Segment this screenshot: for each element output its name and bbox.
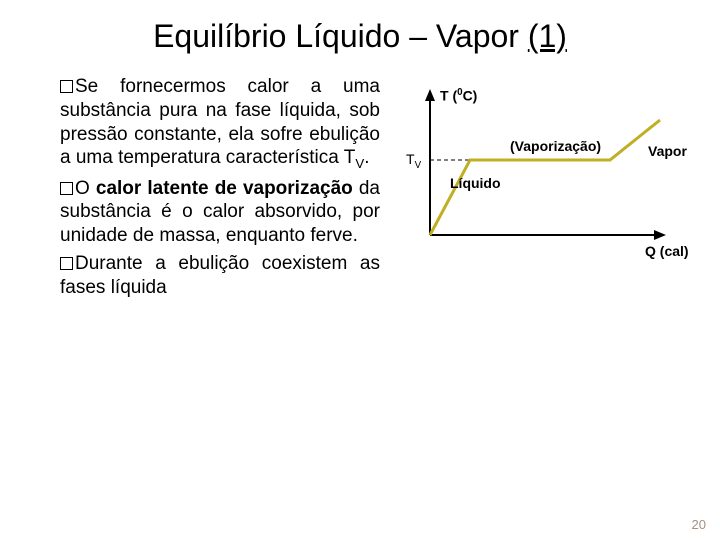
tv-sub: V [415,160,422,171]
slide-title: Equilíbrio Líquido – Vapor (1) [0,0,720,55]
x-axis-label: Q (cal) [645,243,689,259]
vaporization-region-label: (Vaporização) [510,138,601,154]
liquid-region-label: Líquido [450,175,501,191]
y-axis-arrow-icon [425,89,435,101]
p1-sub: V [355,156,364,171]
p1-text-b: . [364,147,369,168]
vapor-region-label: Vapor [648,143,687,159]
bullet-checkbox [60,182,73,195]
p1-text-a: Se fornecermos calor a uma substância pu… [60,76,380,168]
paragraph-2: O calor latente de vaporização da substâ… [60,177,380,248]
ylabel-a: T ( [440,88,457,104]
text-column: Se fornecermos calor a uma substância pu… [60,75,380,303]
title-text: Equilíbrio Líquido – Vapor [153,18,528,54]
tv-a: T [406,151,415,167]
bullet-checkbox [60,80,73,93]
ylabel-b: C) [463,88,478,104]
p2-bold: calor latente de vaporização [96,178,353,199]
title-underlined: (1) [528,18,567,54]
heating-curve-graph: T (0C) Q (cal) TV Líquido (Vaporização) … [400,85,700,285]
tv-tick-label: TV [406,151,421,171]
p2-text-a: O [75,178,96,199]
paragraph-1: Se fornecermos calor a uma substância pu… [60,75,380,173]
content-row: Se fornecermos calor a uma substância pu… [0,55,720,303]
slide-number: 20 [692,517,706,532]
x-axis-arrow-icon [654,230,666,240]
paragraph-3: Durante a ebulição coexistem as fases lí… [60,252,380,300]
p3-text-a: Durante a ebulição coexistem as fases lí… [60,253,380,298]
y-axis-label: T (0C) [440,87,477,104]
bullet-checkbox [60,257,73,270]
